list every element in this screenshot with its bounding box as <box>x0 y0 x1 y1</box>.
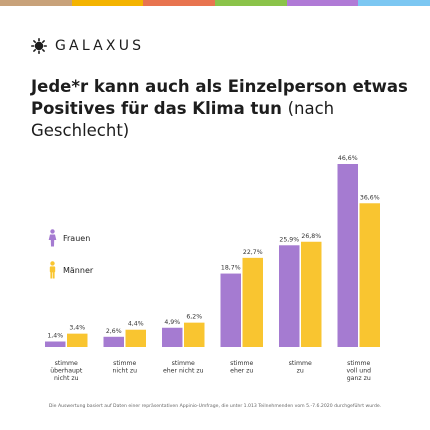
bar-men <box>67 333 88 347</box>
brand-stripe <box>0 0 430 6</box>
chart-title-sub: (nach Geschlecht) <box>31 99 335 140</box>
legend-label-women: Frauen <box>63 233 91 243</box>
stripe-segment <box>0 0 72 6</box>
bar-women <box>279 245 300 347</box>
chart-legend: Frauen Männer <box>48 228 93 292</box>
legend-item-women: Frauen <box>48 228 93 248</box>
data-label-men: 36,6% <box>360 194 380 201</box>
chart-title: Jede*r kann auch als Einzelperson etwas … <box>31 76 411 142</box>
brand-name: GALAXUS <box>55 38 145 54</box>
category-label: zu <box>297 368 304 375</box>
bar-men <box>359 203 380 347</box>
stripe-segment <box>358 0 430 6</box>
category-label: überhaupt <box>50 368 83 375</box>
category-label: nicht zu <box>54 375 79 382</box>
category-label: voll und <box>346 368 371 375</box>
bar-men <box>125 329 146 347</box>
footnote: Die Auswertung basiert auf Daten einer r… <box>48 404 382 409</box>
data-label-women: 1,4% <box>47 333 63 340</box>
galaxus-logo: GALAXUS <box>31 38 144 54</box>
data-label-men: 4,4% <box>128 321 144 328</box>
bar-women <box>162 327 183 347</box>
stripe-segment <box>286 0 359 6</box>
legend-label-men: Männer <box>63 265 94 275</box>
bar-men <box>242 257 263 347</box>
data-label-women: 4,9% <box>164 319 180 326</box>
category-label: eher zu <box>230 368 253 375</box>
bar-women <box>103 336 124 347</box>
stripe-segment <box>143 0 216 6</box>
category-label: stimme <box>55 360 78 367</box>
data-label-women: 2,6% <box>106 328 122 335</box>
galaxus-logo-icon <box>31 38 47 54</box>
category-label: stimme <box>230 360 253 367</box>
category-label: stimme <box>289 360 312 367</box>
data-label-men: 26,8% <box>301 233 321 240</box>
stripe-segment <box>215 0 287 6</box>
data-label-women: 46,6% <box>338 155 358 162</box>
data-label-men: 3,4% <box>69 325 85 332</box>
bar-women <box>220 273 241 347</box>
category-label: stimme <box>113 360 136 367</box>
category-label: stimme <box>347 360 370 367</box>
category-label: ganz zu <box>347 375 371 382</box>
woman-icon <box>48 229 57 247</box>
bar-men <box>184 322 205 347</box>
category-label: eher nicht zu <box>163 368 204 375</box>
data-label-men: 22,7% <box>243 249 263 256</box>
category-label: stimme <box>172 360 195 367</box>
data-label-women: 25,9% <box>279 236 299 243</box>
data-label-men: 6,2% <box>186 314 202 321</box>
man-icon <box>49 261 56 279</box>
bar-women <box>337 164 358 347</box>
data-label-women: 18,7% <box>221 265 241 272</box>
category-label: nicht zu <box>112 368 137 375</box>
bar-women <box>45 341 66 347</box>
stripe-segment <box>71 0 144 6</box>
legend-item-men: Männer <box>48 260 93 280</box>
chart-title-main: Jede*r kann auch als Einzelperson etwas … <box>31 77 408 118</box>
bar-men <box>301 241 322 347</box>
